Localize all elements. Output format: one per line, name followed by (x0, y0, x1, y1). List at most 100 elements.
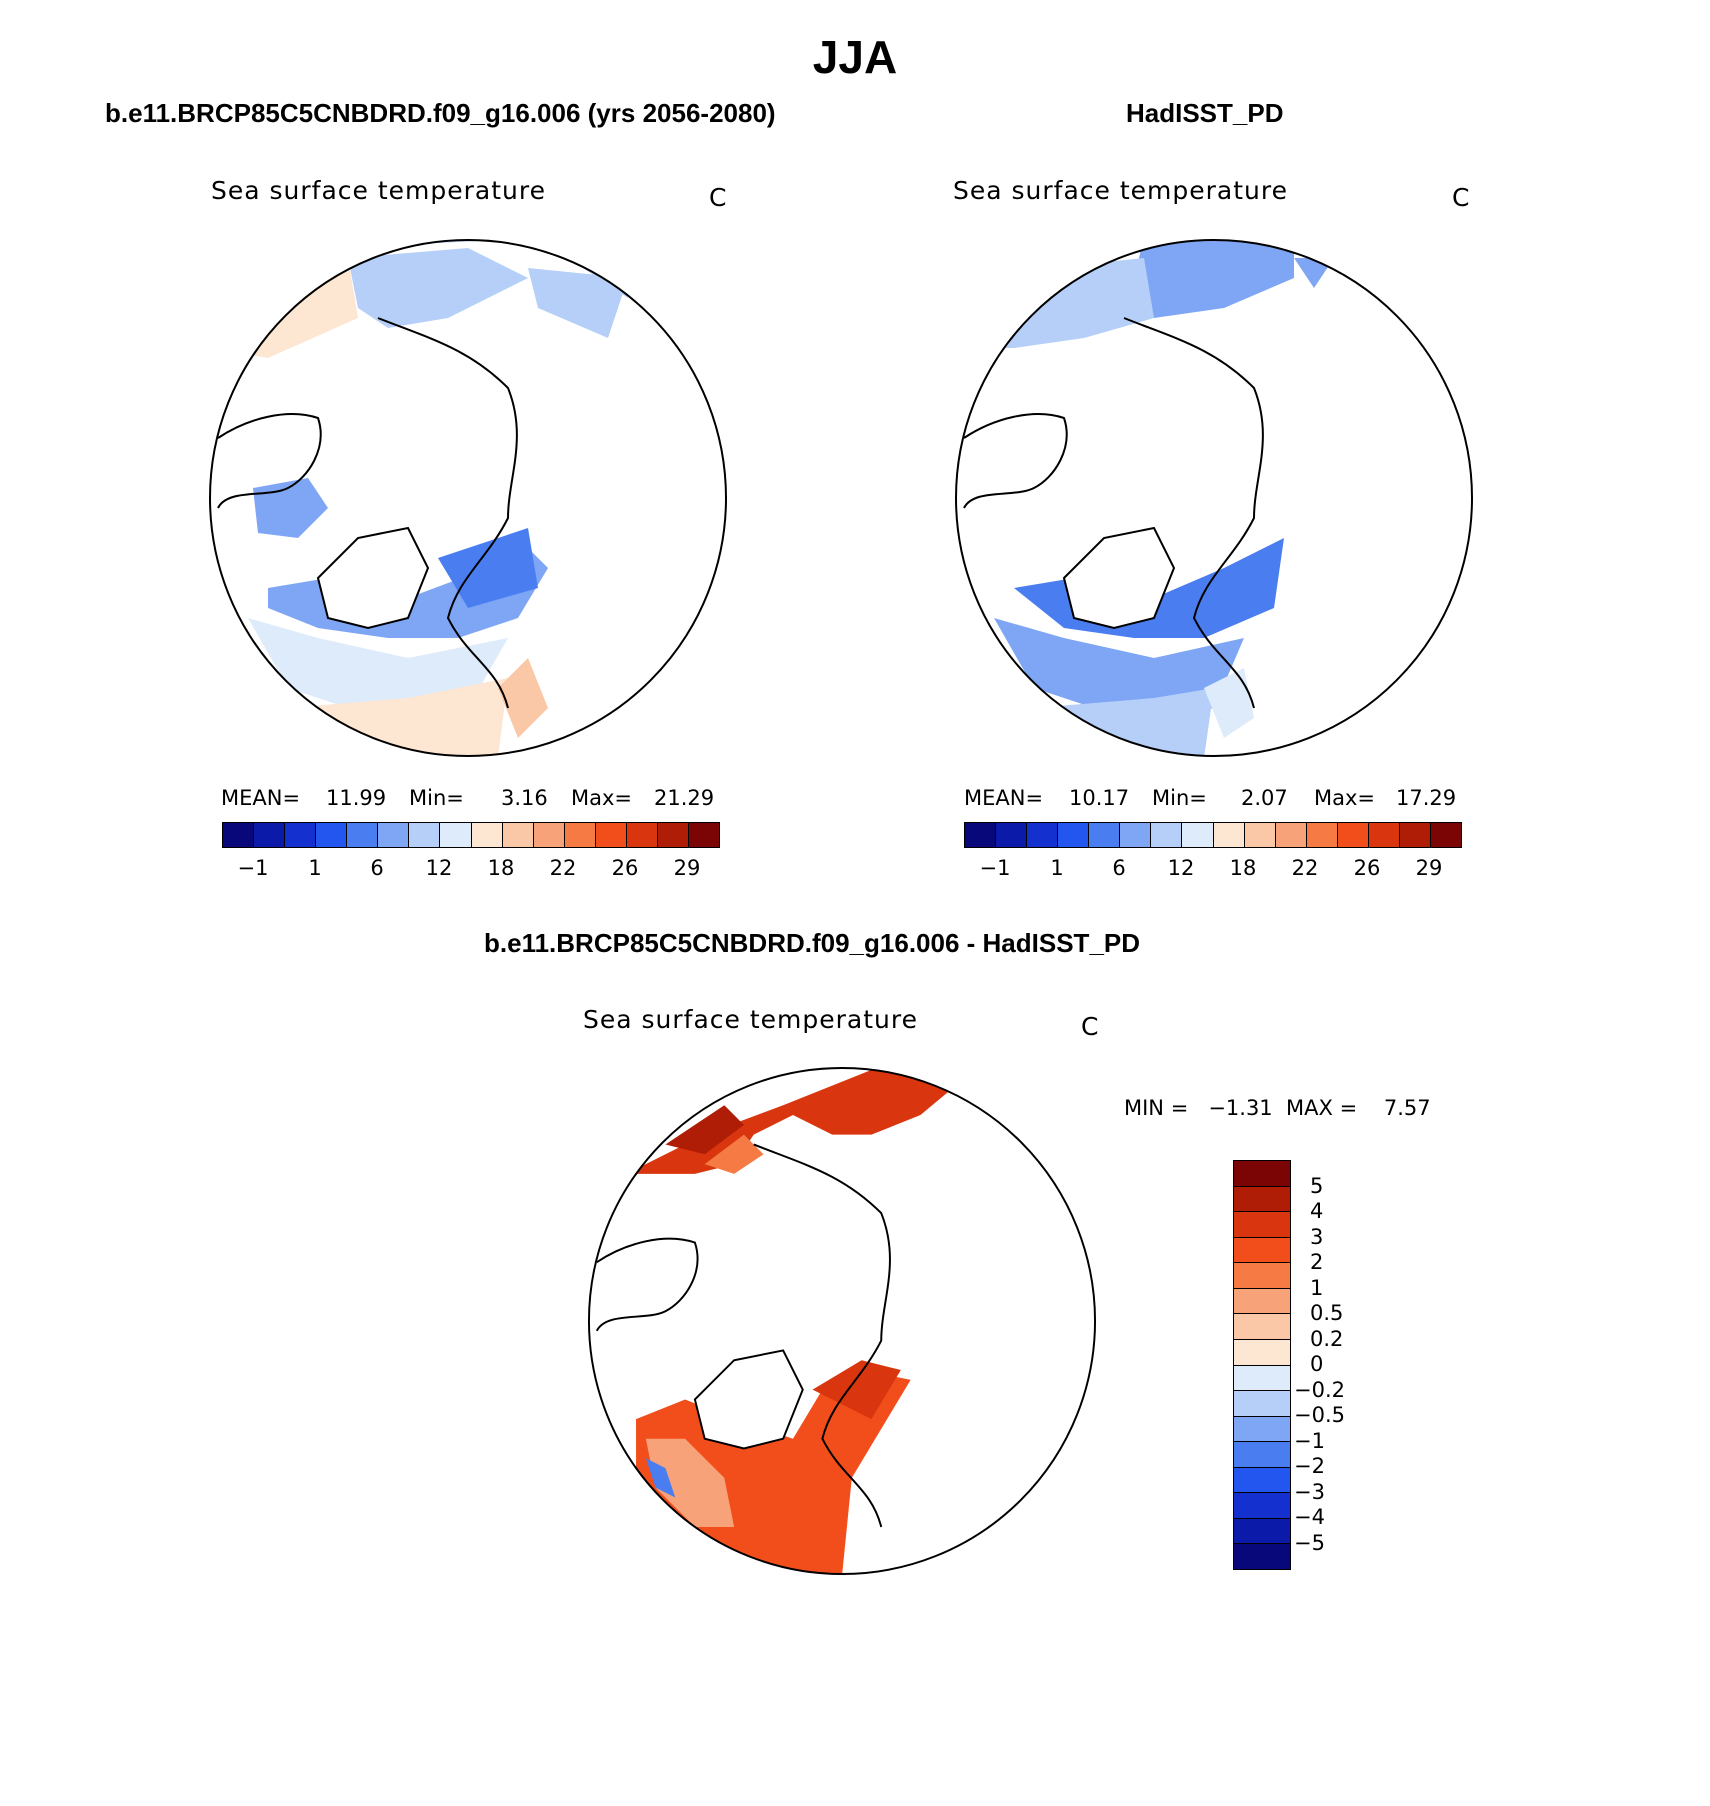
colorbar-cell (1027, 823, 1059, 847)
panel1-colorbar (222, 822, 720, 848)
panel2-colorbar (964, 822, 1462, 848)
colorbar-cell (1234, 1288, 1290, 1315)
panel1-pacific-north (348, 248, 528, 328)
colorbar-cell (1234, 1186, 1290, 1213)
colorbar-tick-label: 29 (1415, 856, 1443, 880)
panel2-na-coast (963, 413, 1068, 509)
panel2-case-title: HadISST_PD (1126, 98, 1284, 128)
colorbar-cell (595, 823, 627, 847)
panel1-max-value: 21.29 (654, 786, 715, 810)
colorbar-cell (1234, 1339, 1290, 1366)
diff-minmax-text: MIN = −1.31 MAX = 7.57 (1124, 1096, 1431, 1120)
colorbar-cell (254, 823, 286, 847)
colorbar-cell (223, 823, 255, 847)
diff-units-label: C (1081, 1012, 1100, 1041)
panel2-variable-label: Sea surface temperature (953, 176, 1288, 205)
panel2-eurasia-coast (1123, 317, 1264, 709)
colorbar-cell (1151, 823, 1183, 847)
panel1-greenland (316, 526, 430, 630)
diff-variable-label: Sea surface temperature (583, 1005, 918, 1034)
colorbar-tick-label: −1 (1294, 1428, 1325, 1453)
panel1-units-label: C (709, 183, 728, 212)
colorbar-cell (440, 823, 472, 847)
colorbar-tick-label: 2 (1310, 1250, 1324, 1274)
colorbar-tick-label: −4 (1294, 1505, 1325, 1529)
colorbar-cell (1234, 1237, 1290, 1264)
diff-labrador-cool (645, 1458, 676, 1498)
colorbar-tick-label: −5 (1294, 1530, 1325, 1555)
colorbar-cell (1234, 1161, 1290, 1187)
colorbar-cell (347, 823, 379, 847)
panel2-pacific-north (1134, 240, 1294, 318)
colorbar-cell (316, 823, 348, 847)
colorbar-cell (1234, 1416, 1290, 1443)
colorbar-cell (1234, 1467, 1290, 1494)
panel1-na-coast (217, 413, 322, 509)
colorbar-cell (996, 823, 1028, 847)
colorbar-tick-label: 4 (1310, 1199, 1324, 1223)
colorbar-cell (1234, 1442, 1290, 1468)
colorbar-cell (1234, 1263, 1290, 1289)
colorbar-tick-label: 1 (1050, 856, 1064, 880)
panel1-min-label: Min= (409, 786, 464, 810)
panel2-greenland (1062, 526, 1176, 630)
diff-case-title: b.e11.BRCP85C5CNBDRD.f09_g16.006 - HadIS… (484, 928, 1141, 958)
colorbar-tick-label: 29 (673, 856, 701, 880)
colorbar-tick-label: −3 (1294, 1479, 1325, 1504)
colorbar-cell (1234, 1365, 1290, 1392)
colorbar-cell (1430, 823, 1461, 847)
colorbar-tick-label: 6 (1112, 856, 1126, 880)
colorbar-tick-label: 3 (1310, 1224, 1324, 1249)
colorbar-tick-label: 0 (1310, 1352, 1324, 1376)
colorbar-cell (1399, 823, 1431, 847)
colorbar-tick-label: 26 (1353, 856, 1381, 880)
colorbar-tick-label: 18 (1229, 856, 1257, 880)
diff-colorbar (1233, 1160, 1291, 1570)
colorbar-cell (502, 823, 534, 847)
colorbar-cell (1234, 1544, 1290, 1569)
colorbar-cell (285, 823, 317, 847)
colorbar-tick-label: 1 (308, 856, 322, 880)
diff-greenland (693, 1349, 804, 1450)
diff-pacific-mid (704, 1134, 764, 1174)
colorbar-cell (1058, 823, 1090, 847)
panel1-min-value: 3.16 (501, 786, 548, 810)
colorbar-cell (657, 823, 689, 847)
panel1-polar-map (209, 239, 727, 757)
colorbar-tick-label: −0.5 (1294, 1403, 1345, 1427)
colorbar-tick-label: 0.5 (1310, 1301, 1344, 1325)
colorbar-tick-label: 0.2 (1310, 1326, 1344, 1351)
colorbar-cell (1213, 823, 1245, 847)
colorbar-cell (564, 823, 596, 847)
panel1-pacific-east (528, 268, 628, 338)
colorbar-cell (1337, 823, 1369, 847)
panel2-atlantic-mid (994, 618, 1244, 718)
panel1-max-label: Max= (571, 786, 633, 810)
colorbar-cell (1275, 823, 1307, 847)
colorbar-tick-label: 6 (370, 856, 384, 880)
colorbar-tick-label: 22 (1291, 856, 1319, 880)
colorbar-tick-label: 22 (549, 856, 577, 880)
colorbar-cell (688, 823, 719, 847)
panel1-north-sea (498, 658, 548, 738)
panel1-variable-label: Sea surface temperature (211, 176, 546, 205)
colorbar-cell (1089, 823, 1121, 847)
panel1-case-title: b.e11.BRCP85C5CNBDRD.f09_g16.006 (yrs 20… (105, 98, 776, 128)
panel2-max-label: Max= (1314, 786, 1376, 810)
diff-pacific-hot (665, 1105, 744, 1155)
colorbar-cell (533, 823, 565, 847)
colorbar-tick-label: 1 (1310, 1275, 1324, 1300)
panel2-polar-map (955, 239, 1473, 757)
panel1-barents (438, 528, 538, 608)
diff-polar-map (587, 1066, 1097, 1576)
diff-barents-warm (812, 1360, 901, 1420)
diff-eurasia-coast (753, 1143, 891, 1528)
colorbar-cell (1234, 1391, 1290, 1417)
colorbar-tick-label: −1 (237, 856, 269, 880)
colorbar-cell (1120, 823, 1152, 847)
colorbar-cell (378, 823, 410, 847)
colorbar-cell (1368, 823, 1400, 847)
panel2-mean-value: 10.17 (1069, 786, 1130, 810)
colorbar-cell (471, 823, 503, 847)
colorbar-cell (1234, 1212, 1290, 1238)
